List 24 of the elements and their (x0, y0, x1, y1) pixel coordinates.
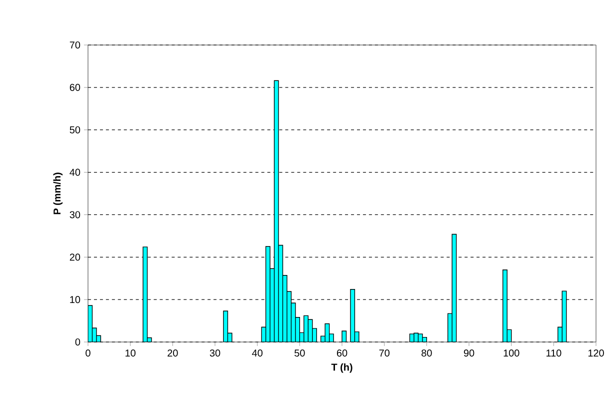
x-tick-label: 40 (252, 350, 262, 357)
y-tick-label: 0 (75, 338, 80, 346)
x-tick-label: 80 (422, 350, 432, 357)
x-tick-label: 90 (464, 350, 474, 357)
x-tick-label: 30 (210, 350, 220, 357)
bar (502, 270, 508, 342)
x-axis-title: T (h) (331, 363, 352, 373)
y-tick-label: 20 (70, 254, 80, 261)
y-tick-label: 60 (70, 84, 80, 91)
x-tick-label: 70 (379, 350, 390, 357)
y-tick-label: 40 (70, 168, 80, 176)
x-tick-label: 100 (504, 350, 520, 357)
y-axis-title: P (mm/h) (53, 172, 63, 214)
y-tick-label: 50 (70, 126, 80, 134)
y-tick-label: 10 (70, 296, 80, 304)
x-tick-label: 110 (546, 350, 562, 357)
y-tick-label: 70 (70, 41, 80, 49)
x-tick-label: 0 (86, 350, 90, 357)
x-tick-label: 10 (126, 350, 136, 357)
x-tick-label: 120 (588, 350, 604, 357)
x-tick-label: 50 (294, 350, 305, 357)
x-tick-label: 20 (168, 350, 178, 357)
x-tick-label: 60 (336, 350, 348, 357)
y-tick-label: 30 (70, 211, 80, 218)
